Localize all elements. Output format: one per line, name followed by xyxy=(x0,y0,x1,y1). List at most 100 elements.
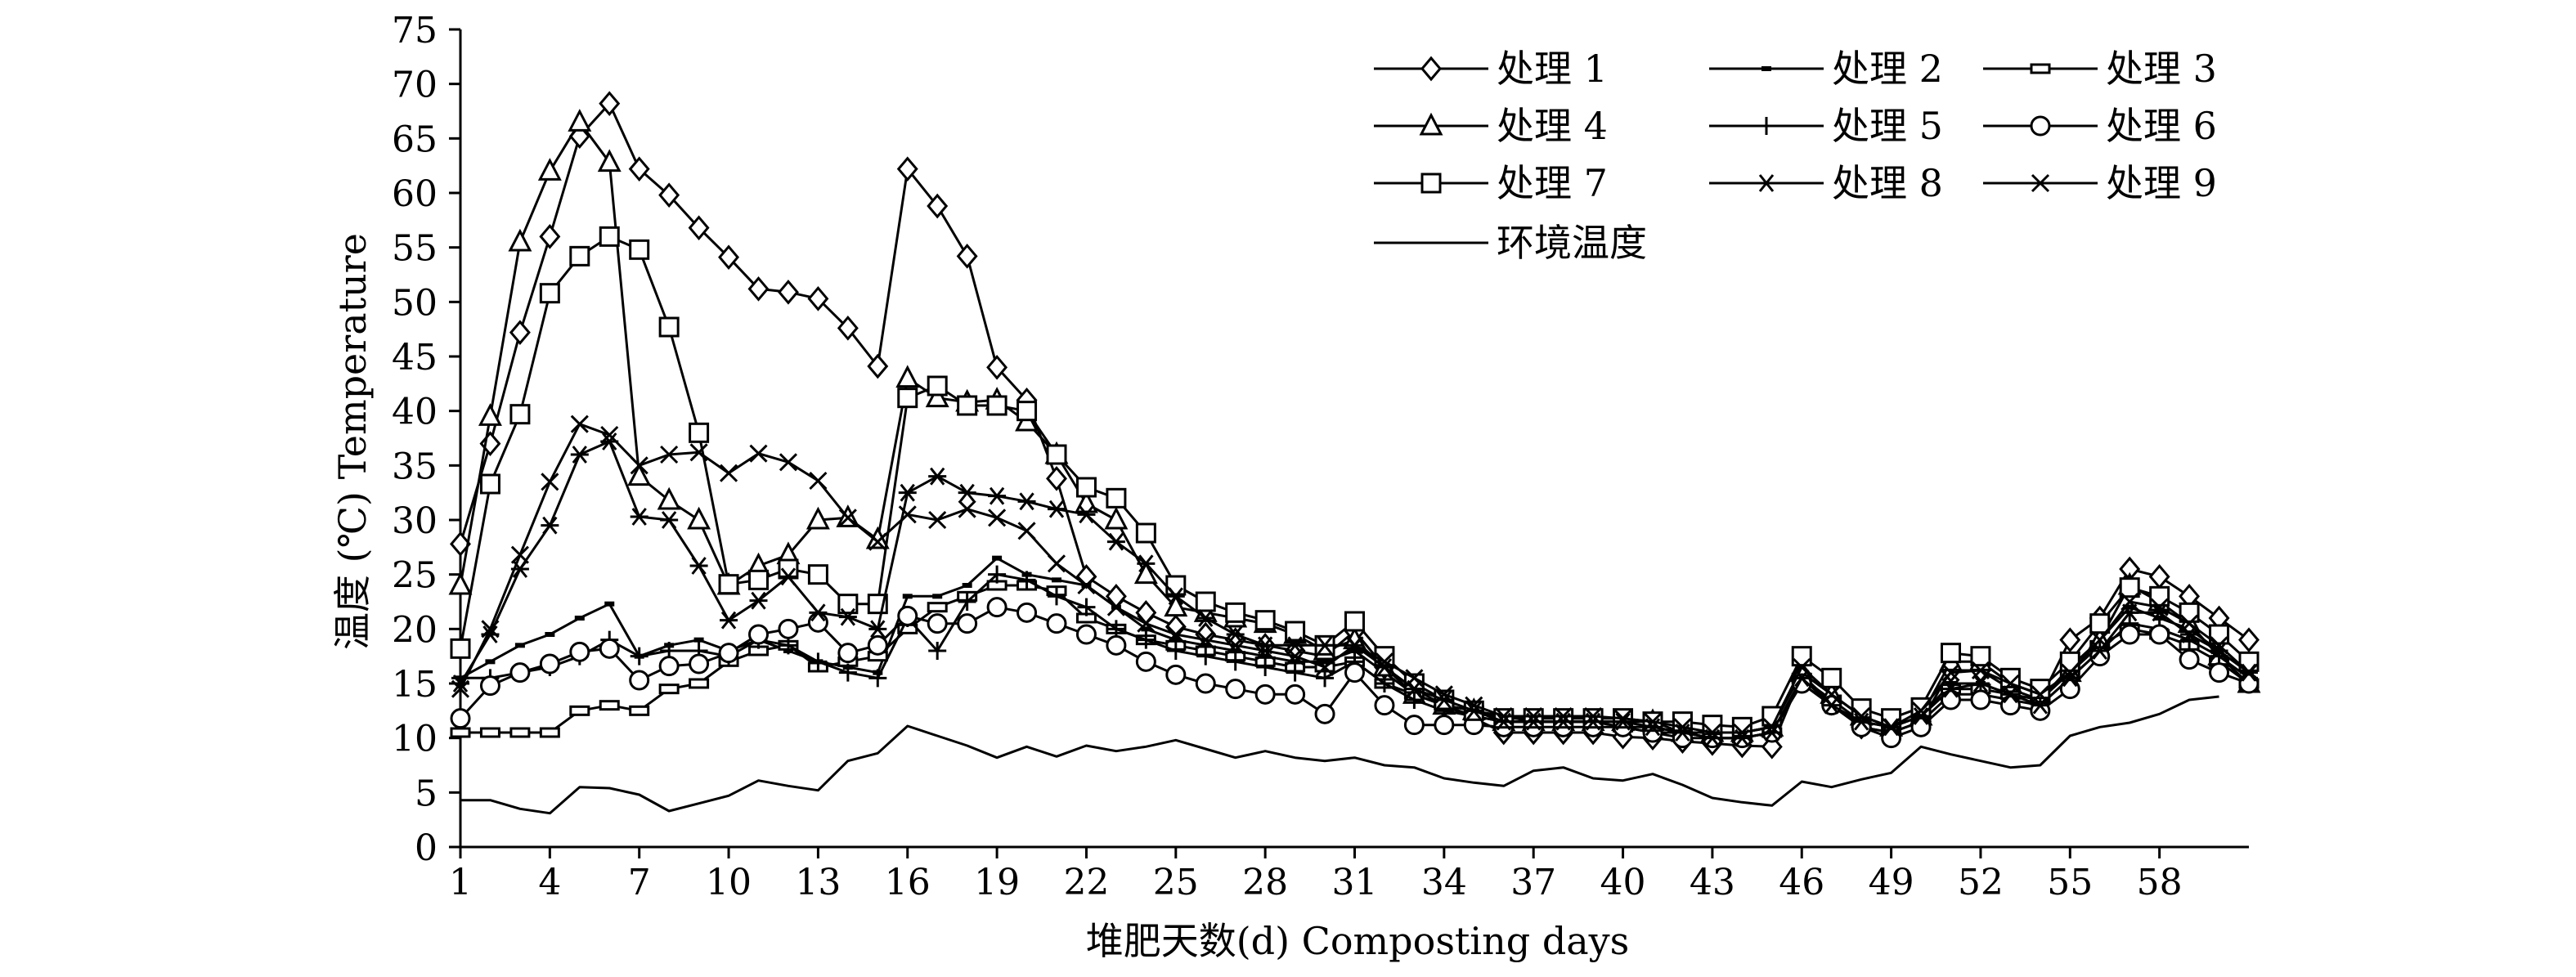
marker-plus xyxy=(1256,658,1275,676)
marker-square xyxy=(1225,602,1246,623)
marker-circle xyxy=(1075,624,1097,645)
marker-x xyxy=(1226,636,1245,655)
marker-circle xyxy=(718,643,739,664)
legend-label: 处理 2 xyxy=(1832,47,1943,91)
marker-bar xyxy=(2030,63,2051,74)
marker-triangle xyxy=(1164,594,1188,617)
marker-triangle xyxy=(597,149,622,173)
marker-square xyxy=(1821,667,1842,688)
marker-circle xyxy=(927,613,948,634)
series-line xyxy=(460,695,2219,815)
marker-diamond xyxy=(1420,56,1442,82)
marker-triangle xyxy=(478,403,502,426)
marker-circle xyxy=(1374,695,1395,716)
y-tick-label: 0 xyxy=(415,827,438,869)
marker-dash xyxy=(962,583,972,588)
marker-square xyxy=(1420,173,1442,194)
marker-square xyxy=(1791,646,1812,667)
marker-circle xyxy=(1314,703,1335,724)
marker-x xyxy=(1673,718,1692,737)
legend-label: 处理 7 xyxy=(1497,161,1608,205)
marker-asterisk xyxy=(749,591,768,610)
legend-item-8: 处理 8 xyxy=(1709,161,1943,205)
marker-asterisk xyxy=(928,467,947,486)
legend-item-9: 处理 9 xyxy=(1983,161,2217,205)
marker-square xyxy=(897,388,918,409)
marker-x xyxy=(510,545,529,564)
legend-item-2: 处理 2 xyxy=(1709,47,1943,91)
y-tick-label: 25 xyxy=(392,555,438,597)
marker-dash xyxy=(1260,653,1271,659)
marker-square xyxy=(689,422,710,443)
marker-asterisk xyxy=(630,508,648,526)
marker-x xyxy=(1315,657,1335,677)
marker-asterisk xyxy=(1077,505,1096,524)
marker-square xyxy=(1344,611,1365,632)
marker-square xyxy=(599,226,620,247)
marker-circle xyxy=(1016,602,1038,623)
legend-item-4: 处理 4 xyxy=(1374,104,1608,148)
marker-circle xyxy=(1344,662,1365,683)
marker-x xyxy=(1613,709,1632,728)
marker-square xyxy=(1523,708,1544,729)
marker-triangle xyxy=(925,384,949,408)
marker-bar xyxy=(599,700,620,711)
marker-asterisk xyxy=(988,486,1007,505)
marker-x xyxy=(2180,614,2199,633)
marker-circle xyxy=(2209,662,2230,683)
marker-x xyxy=(719,464,738,482)
marker-x xyxy=(600,425,619,445)
marker-asterisk xyxy=(570,446,589,464)
marker-dash xyxy=(1052,577,1061,583)
marker-plus xyxy=(1757,117,1775,135)
marker-diamond xyxy=(956,244,978,269)
marker-asterisk xyxy=(779,567,797,586)
legend-label: 处理 6 xyxy=(2106,104,2217,148)
marker-square xyxy=(718,574,739,595)
marker-asterisk xyxy=(809,603,828,622)
marker-x xyxy=(1911,701,1931,720)
marker-x xyxy=(1852,706,1871,726)
marker-x xyxy=(958,500,976,518)
x-tick-label: 16 xyxy=(885,862,931,903)
marker-x xyxy=(1137,614,1156,633)
marker-dash xyxy=(574,616,585,621)
marker-plus xyxy=(868,669,887,688)
y-tick-label: 5 xyxy=(415,773,438,814)
marker-asterisk xyxy=(1048,500,1066,518)
marker-x xyxy=(1762,718,1781,737)
marker-square xyxy=(1135,522,1156,544)
marker-asterisk xyxy=(1106,532,1125,551)
marker-circle xyxy=(479,675,500,697)
marker-dash xyxy=(545,632,555,637)
marker-dash xyxy=(1141,626,1151,632)
marker-triangle xyxy=(1104,506,1129,530)
marker-x xyxy=(630,456,648,475)
marker-bar xyxy=(629,705,650,716)
series-9 xyxy=(451,415,2259,742)
marker-square xyxy=(986,395,1008,416)
marker-asterisk xyxy=(1757,174,1775,192)
x-tick-label: 25 xyxy=(1153,862,1199,903)
marker-x xyxy=(1554,706,1573,726)
marker-x xyxy=(1822,685,1841,704)
marker-diamond xyxy=(718,244,740,270)
marker-x xyxy=(928,510,947,530)
marker-plus xyxy=(809,652,828,671)
x-tick-label: 13 xyxy=(795,862,841,903)
y-tick-label: 55 xyxy=(392,228,438,270)
marker-asterisk xyxy=(1166,587,1185,606)
marker-x xyxy=(988,509,1007,527)
legend-label: 处理 1 xyxy=(1497,47,1608,91)
marker-plus xyxy=(958,593,976,611)
y-tick-label: 20 xyxy=(392,609,438,651)
x-tick-label: 34 xyxy=(1421,862,1467,903)
marker-plus xyxy=(1375,674,1393,692)
marker-diamond xyxy=(867,353,889,379)
marker-triangle xyxy=(1419,112,1443,136)
marker-diamond xyxy=(986,355,1008,380)
marker-square xyxy=(1941,643,1961,664)
marker-circle xyxy=(748,624,769,645)
marker-x xyxy=(1106,598,1125,616)
